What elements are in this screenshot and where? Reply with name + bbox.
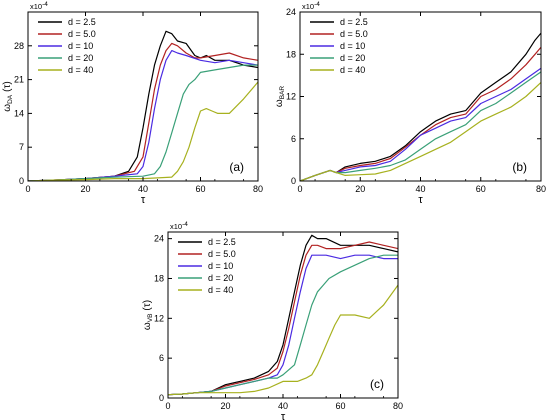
legend-label: d = 5.0: [208, 249, 236, 259]
y-axis-label: ωDA (τ): [2, 81, 14, 111]
y-tick-label: 0: [291, 176, 296, 186]
x-tick-label: 60: [335, 401, 345, 411]
x-axis-label: τ: [281, 411, 286, 420]
legend-label: d = 10: [68, 41, 93, 51]
exponent-base: x10: [170, 222, 182, 231]
legend-label: d = 20: [208, 273, 233, 283]
x-tick-label: 0: [297, 184, 302, 194]
legend-label: d = 20: [68, 53, 93, 63]
y-axis-label: ωBAR: [274, 86, 286, 107]
legend-label: d = 2.5: [340, 17, 368, 27]
legend-label: d = 40: [340, 65, 365, 75]
series-line-d-20: [168, 254, 398, 396]
y-label-subscript: DA: [7, 94, 14, 104]
axis-exponent: x10-4: [302, 1, 320, 11]
exponent-power: -4: [42, 1, 48, 8]
x-tick-label: 40: [138, 184, 148, 194]
legend-label: d = 10: [208, 261, 233, 271]
series-line-d-10: [168, 254, 398, 396]
y-tick-label: 21: [14, 75, 24, 85]
y-label-symbol: ω: [142, 322, 153, 330]
series-line-d-40: [28, 81, 258, 181]
series-line-d-2-5: [300, 32, 541, 181]
y-label-symbol: ω: [2, 104, 13, 112]
axis-exponent: x10-4: [170, 221, 188, 231]
series-line-d-5-0: [168, 241, 398, 396]
legend: d = 2.5 d = 5.0 d = 10 d = 20 d = 40: [310, 17, 368, 75]
y-label-subscript: BAR: [279, 86, 286, 100]
legend-label: d = 2.5: [68, 17, 96, 27]
y-label-suffix: (τ): [2, 81, 13, 92]
x-tick-label: 20: [220, 401, 230, 411]
legend-label: d = 40: [68, 65, 93, 75]
legend-label: d = 2.5: [208, 237, 236, 247]
panel-label: (b): [512, 160, 527, 174]
exponent-base: x10: [302, 2, 314, 11]
exponent-power: -4: [182, 221, 188, 228]
x-tick-label: 80: [393, 401, 403, 411]
y-tick-label: 18: [154, 273, 164, 283]
axis-exponent: x10-4: [30, 1, 48, 11]
y-label-subscript: VB: [147, 314, 154, 323]
x-axis-label: τ: [141, 194, 146, 206]
series-line-d-2-5: [168, 234, 398, 396]
series-line-d-10: [28, 49, 258, 181]
series-group: [28, 30, 258, 181]
series-line-d-5-0: [300, 46, 541, 181]
y-tick-label: 0: [159, 393, 164, 403]
x-tick-label: 60: [195, 184, 205, 194]
x-tick-label: 20: [80, 184, 90, 194]
legend-label: d = 20: [340, 53, 365, 63]
y-tick-label: 12: [286, 92, 296, 102]
series-line-d-5-0: [28, 42, 258, 181]
y-label-suffix: (τ): [142, 300, 153, 311]
legend-label: d = 5.0: [340, 29, 368, 39]
y-tick-label: 6: [291, 134, 296, 144]
y-tick-label: 28: [14, 41, 24, 51]
x-tick-label: 80: [536, 184, 546, 194]
y-tick-label: 6: [159, 353, 164, 363]
x-tick-label: 40: [415, 184, 425, 194]
x-tick-label: 40: [278, 401, 288, 411]
x-tick-label: 60: [476, 184, 486, 194]
legend-label: d = 10: [340, 41, 365, 51]
series-group: [300, 32, 541, 181]
panel-label: (c): [370, 377, 384, 391]
x-tick-label: 80: [253, 184, 263, 194]
x-tick-label: 0: [25, 184, 30, 194]
y-tick-label: 14: [14, 108, 24, 118]
y-axis-label: ωVB (τ): [142, 300, 154, 330]
series-line-d-20: [28, 64, 258, 181]
legend-label: d = 5.0: [68, 29, 96, 39]
series-line-d-40: [168, 284, 398, 396]
exponent-base: x10: [30, 2, 42, 11]
y-tick-label: 7: [19, 142, 24, 152]
x-tick-label: 0: [165, 401, 170, 411]
y-tick-label: 24: [286, 7, 296, 17]
legend: d = 2.5 d = 5.0 d = 10 d = 20 d = 40: [178, 237, 236, 295]
y-tick-label: 18: [286, 49, 296, 59]
panel-label: (a): [229, 160, 244, 174]
x-axis-label: τ: [418, 194, 423, 206]
exponent-power: -4: [314, 1, 320, 8]
y-tick-label: 24: [154, 234, 164, 244]
legend: d = 2.5 d = 5.0 d = 10 d = 20 d = 40: [38, 17, 96, 75]
series-line-d-40: [300, 81, 541, 181]
x-tick-label: 20: [355, 184, 365, 194]
series-group: [168, 234, 398, 396]
series-line-d-20: [300, 71, 541, 181]
legend-label: d = 40: [208, 285, 233, 295]
y-tick-label: 12: [154, 313, 164, 323]
series-line-d-10: [300, 67, 541, 181]
y-label-symbol: ω: [274, 99, 285, 107]
plot-frame: [167, 231, 399, 399]
y-tick-label: 0: [19, 176, 24, 186]
